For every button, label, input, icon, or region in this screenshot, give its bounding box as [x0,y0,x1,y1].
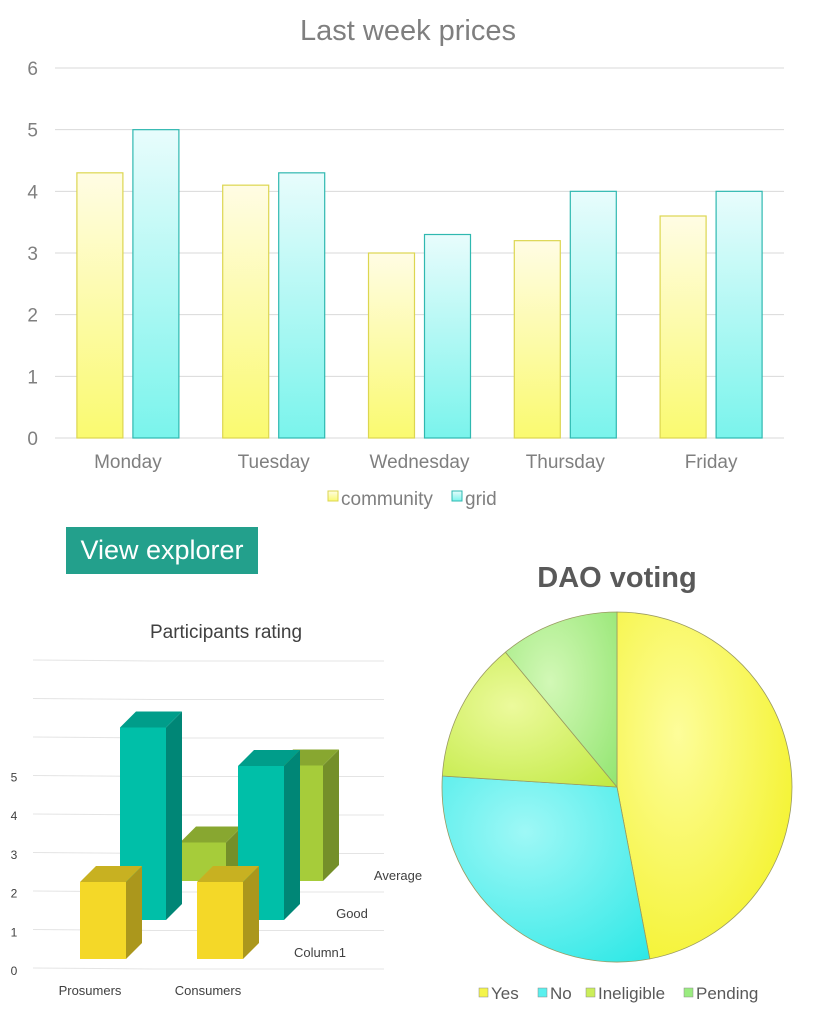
chart2-series-label: Column1 [294,945,346,960]
chart2-bar-column1 [80,882,126,959]
pie-slice-ineligible [441,651,618,788]
chart2-xtick: Consumers [175,983,242,998]
chart2-ytick: 1 [11,925,18,939]
chart1-ytick: 5 [27,121,38,142]
chart1-ytick: 6 [27,59,38,80]
chart2-bar-good [284,750,300,920]
pie-legend-swatch [537,987,548,998]
chart1-bar-community [222,184,270,439]
chart1-legend-swatch [327,490,339,502]
chart2-ytick: 4 [11,809,18,823]
chart1-ytick: 1 [27,367,38,388]
chart2-side-gridline [32,698,154,700]
chart3-title: DAO voting [537,562,697,594]
pie-legend-label: Pending [696,984,758,1003]
chart2-bar-average [180,826,242,843]
chart1-ytick: 4 [27,182,38,203]
chart1-xtick: Thursday [526,452,606,473]
chart2-ytick: 3 [11,848,18,862]
chart1-bar-grid [423,233,472,439]
pie-slice-yes [616,611,793,960]
chart1-ytick: 0 [27,429,38,450]
chart2-bar-good [166,711,182,920]
chart1-ytick: 2 [27,306,38,327]
chart1-xtick: Friday [685,452,738,473]
chart2-side-gridline [32,659,154,662]
chart2-bar-column1 [80,866,142,882]
chart2-side-gridline [32,967,154,970]
chart2-bar-column1 [197,882,243,959]
chart1-xtick: Wednesday [370,452,470,473]
pie-legend-swatch [585,987,596,998]
chart2-bar-average [323,749,339,881]
chart1-bar-community [659,215,707,439]
chart2-ytick: 0 [11,964,18,978]
chart1-bar-community [513,240,561,439]
chart1-ytick: 3 [27,244,38,265]
chart2-bar-good [238,750,300,766]
pie-legend-swatch [478,987,489,998]
chart2-ytick: 2 [11,887,18,901]
chart2-series-label: Average [374,868,422,883]
chart1-bar-grid [715,190,763,439]
chart1-legend-swatch [451,490,463,502]
chart1-bar-grid [278,172,326,439]
chart1-bar-grid [569,190,617,439]
chart1-bar-community [367,252,416,439]
pie-legend-label: No [550,984,572,1003]
chart1-legend-label: community [341,489,433,510]
chart2-series-label: Good [336,906,368,921]
chart2-bar-good [120,711,182,728]
chart1-xtick: Monday [94,452,162,473]
chart2-ytick: 5 [11,771,18,785]
pie-legend-swatch [683,987,694,998]
chart1-legend-label: grid [465,489,497,510]
view-explorer-button[interactable]: View explorer [66,527,258,574]
chart2-title: Participants rating [150,622,302,643]
chart1-xtick: Tuesday [238,452,311,473]
pie-slice-pending [504,611,618,789]
chart2-bar-column1 [126,866,142,959]
chart1-title: Last week prices [300,15,516,47]
pie-slice-no [441,775,651,963]
chart2-bar-column1 [243,866,259,959]
chart1-bar-grid [132,129,180,439]
pie-legend-label: Ineligible [598,984,665,1003]
pie-legend-label: Yes [491,984,519,1003]
chart1-bar-community [76,172,124,439]
chart2-xtick: Prosumers [59,983,122,998]
chart2-bar-column1 [197,866,259,882]
